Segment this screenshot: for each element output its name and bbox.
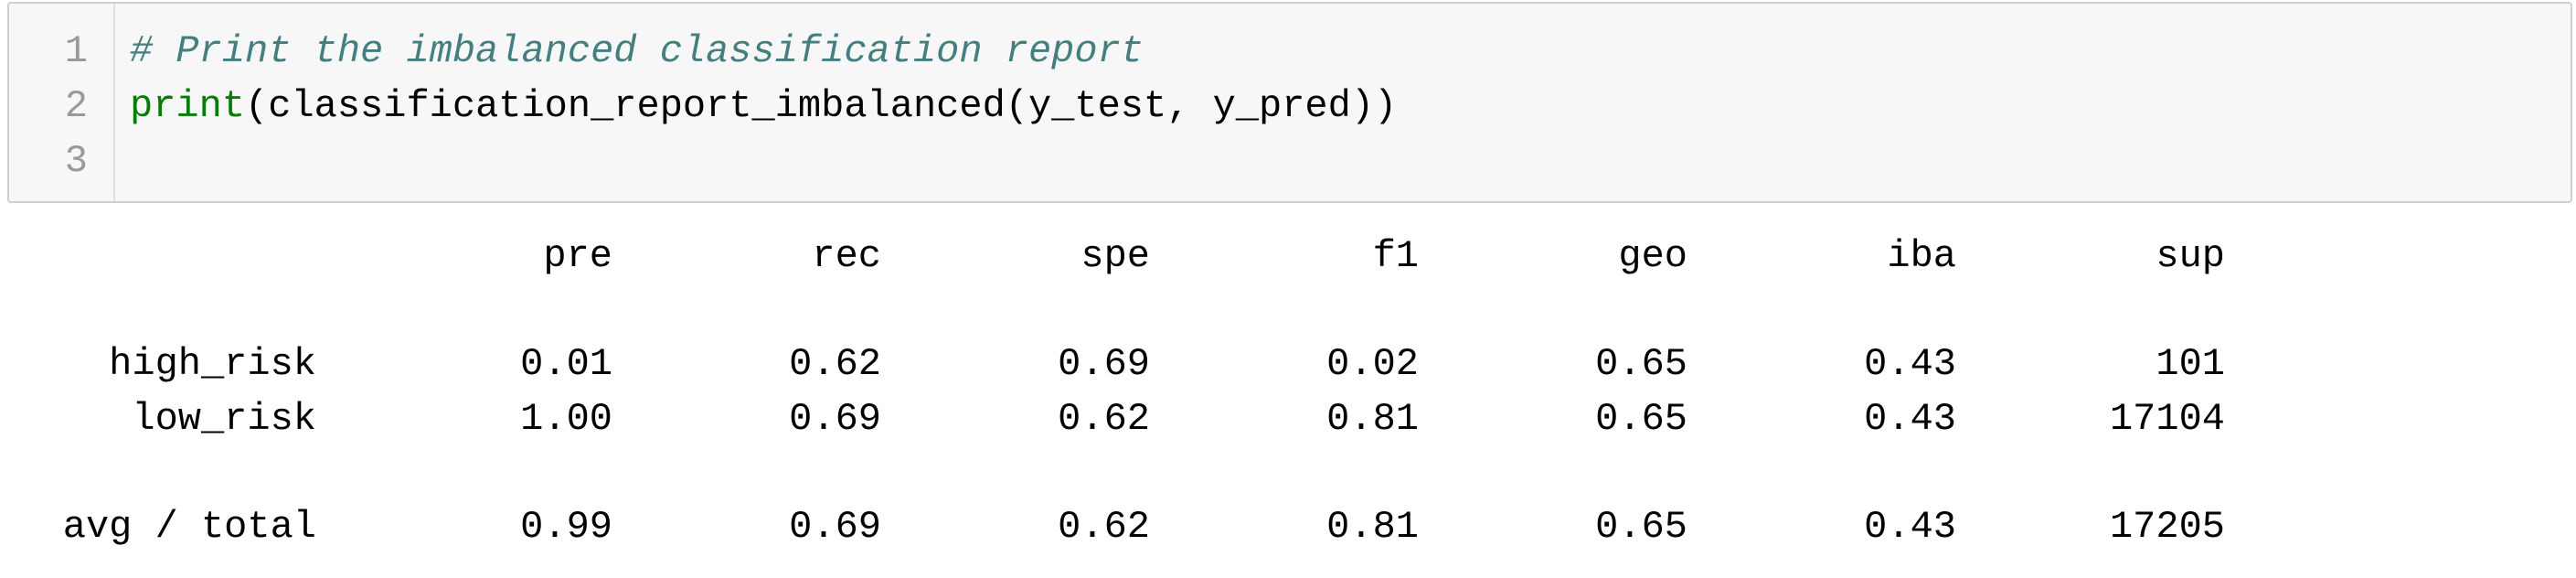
value-pre: 0.99 (520, 505, 612, 549)
report-row-low-risk: low_risk 1.00 0.69 0.62 0.81 0.65 0.43 1… (0, 391, 2576, 446)
header-rec: rec (812, 234, 881, 278)
row-label: low_risk (132, 397, 316, 441)
value-spe: 0.62 (1058, 397, 1150, 441)
header-pre: pre (543, 234, 612, 278)
header-geo: geo (1618, 234, 1687, 278)
header-f1: f1 (1372, 234, 1419, 278)
value-geo: 0.65 (1595, 397, 1687, 441)
value-iba: 0.43 (1864, 505, 1956, 549)
value-rec: 0.69 (789, 505, 881, 549)
value-f1: 0.81 (1326, 397, 1419, 441)
header-iba: iba (1887, 234, 1956, 278)
code-cell[interactable]: 1 2 3 # Print the imbalanced classificat… (7, 2, 2572, 203)
value-spe: 0.62 (1058, 505, 1150, 549)
report-row-total: avg / total 0.99 0.69 0.62 0.81 0.65 0.4… (0, 499, 2576, 554)
value-sup: 17205 (2109, 505, 2225, 549)
row-label: avg / total (62, 505, 316, 549)
value-geo: 0.65 (1595, 505, 1687, 549)
report-header-row: pre rec spe f1 geo iba sup (0, 229, 2576, 284)
value-f1: 0.02 (1326, 342, 1419, 386)
value-rec: 0.62 (789, 342, 881, 386)
line-number-gutter: 1 2 3 (9, 4, 115, 201)
value-pre: 1.00 (520, 397, 612, 441)
code-line-1[interactable]: # Print the imbalanced classification re… (130, 24, 1144, 79)
code-line-2[interactable]: print(classification_report_imbalanced(y… (130, 79, 1397, 134)
code-call-args: (classification_report_imbalanced(y_test… (245, 84, 1398, 128)
line-number: 2 (64, 84, 88, 128)
header-spe: spe (1080, 234, 1150, 278)
code-comment: # Print the imbalanced classification re… (130, 29, 1144, 73)
value-spe: 0.69 (1058, 342, 1150, 386)
row-label: high_risk (109, 342, 316, 386)
value-geo: 0.65 (1595, 342, 1687, 386)
report-row-high-risk: high_risk 0.01 0.62 0.69 0.02 0.65 0.43 … (0, 337, 2576, 391)
line-number: 3 (64, 139, 88, 183)
value-sup: 101 (2156, 342, 2225, 386)
value-f1: 0.81 (1326, 505, 1419, 549)
value-iba: 0.43 (1864, 397, 1956, 441)
value-rec: 0.69 (789, 397, 881, 441)
line-number: 1 (64, 29, 88, 73)
value-sup: 17104 (2109, 397, 2225, 441)
header-sup: sup (2156, 234, 2225, 278)
code-builtin-print: print (130, 84, 246, 128)
value-pre: 0.01 (520, 342, 612, 386)
value-iba: 0.43 (1864, 342, 1956, 386)
